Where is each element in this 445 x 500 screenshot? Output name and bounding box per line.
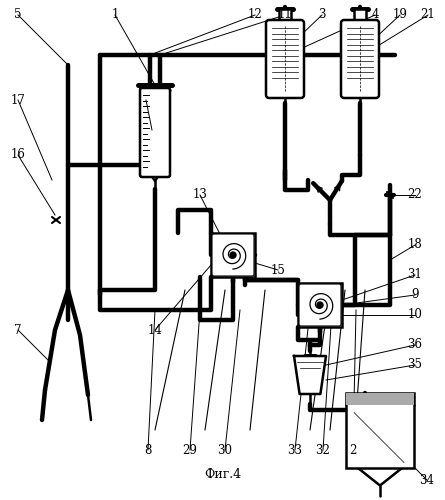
Bar: [279, 9, 291, 23]
Text: 8: 8: [144, 444, 152, 456]
Text: 36: 36: [408, 338, 422, 351]
Text: 35: 35: [408, 358, 422, 372]
Bar: [298, 283, 342, 327]
Bar: [346, 392, 414, 468]
Text: 15: 15: [271, 264, 285, 276]
FancyBboxPatch shape: [341, 20, 379, 98]
FancyBboxPatch shape: [299, 284, 341, 326]
Text: 33: 33: [287, 444, 303, 456]
Text: 14: 14: [148, 324, 162, 336]
Text: 7: 7: [14, 324, 22, 336]
Text: 13: 13: [193, 188, 207, 202]
Text: 3: 3: [318, 8, 326, 22]
Text: 10: 10: [408, 308, 422, 322]
Text: 9: 9: [411, 288, 419, 302]
Text: 18: 18: [408, 238, 422, 252]
Text: Фиг.4: Фиг.4: [204, 468, 241, 481]
Polygon shape: [294, 356, 326, 394]
Circle shape: [317, 302, 323, 308]
Text: 2: 2: [349, 444, 357, 456]
Text: 32: 32: [316, 444, 331, 456]
FancyBboxPatch shape: [140, 88, 170, 177]
Text: 5: 5: [14, 8, 22, 22]
Text: 1: 1: [111, 8, 119, 22]
Bar: [346, 392, 414, 404]
Text: 11: 11: [278, 8, 292, 22]
Text: 29: 29: [182, 444, 198, 456]
Bar: [354, 9, 366, 23]
Circle shape: [230, 252, 236, 258]
Text: 16: 16: [11, 148, 25, 162]
Text: 21: 21: [421, 8, 435, 22]
FancyBboxPatch shape: [212, 234, 254, 276]
Text: 12: 12: [247, 8, 263, 22]
Text: 34: 34: [420, 474, 434, 486]
Bar: [211, 233, 255, 277]
Text: 31: 31: [408, 268, 422, 281]
Text: 22: 22: [408, 188, 422, 202]
Text: 30: 30: [218, 444, 232, 456]
Text: 4: 4: [371, 8, 379, 22]
Text: 17: 17: [11, 94, 25, 106]
FancyBboxPatch shape: [266, 20, 304, 98]
Text: 19: 19: [392, 8, 408, 22]
